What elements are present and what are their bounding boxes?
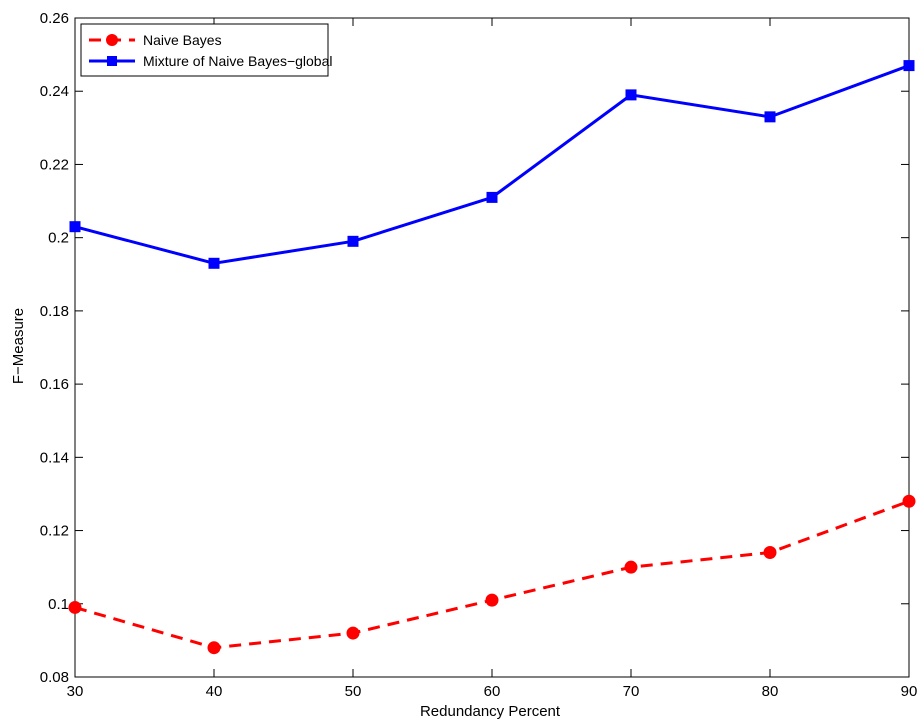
data-point	[208, 257, 220, 269]
y-tick-label: 0.22	[40, 156, 69, 173]
y-axis-label: F−Measure	[10, 308, 27, 384]
x-axis-label: Redundancy Percent	[420, 703, 561, 720]
y-tick-label: 0.1	[48, 596, 69, 613]
data-point	[485, 593, 499, 607]
legend: Naive Bayes Mixture of Naive Bayes−global	[80, 23, 333, 77]
plot-area: 30 40 50 60 70 80 90 0.08 0.1 0.12 0.14 0.16 0.18 0.2…	[40, 10, 918, 700]
data-point	[764, 111, 776, 123]
series-layer	[68, 60, 916, 655]
plot-frame	[74, 17, 910, 678]
x-tick-label: 70	[623, 683, 640, 700]
y-tick-label: 0.24	[40, 83, 69, 100]
data-point	[624, 560, 638, 574]
data-point	[763, 546, 777, 560]
legend-label: Naive Bayes	[143, 32, 222, 48]
x-tick-label: 60	[484, 683, 501, 700]
x-tick-label: 30	[67, 683, 84, 700]
series-1	[68, 494, 916, 655]
legend-marker	[106, 34, 118, 46]
y-tick-label: 0.12	[40, 523, 69, 540]
data-point	[903, 60, 915, 72]
x-tick-label: 50	[345, 683, 362, 700]
y-tick-label: 0.08	[40, 669, 69, 686]
data-point	[346, 626, 360, 640]
legend-marker	[107, 56, 117, 66]
data-point	[347, 235, 359, 247]
data-point	[69, 221, 81, 233]
y-tick-label: 0.2	[48, 230, 69, 247]
data-point	[902, 494, 916, 508]
legend-box	[80, 23, 329, 77]
data-point	[486, 191, 498, 203]
y-tick-label: 0.14	[40, 449, 69, 466]
x-tick-label: 90	[901, 683, 918, 700]
x-tick-label: 80	[762, 683, 779, 700]
y-tick-label: 0.26	[40, 10, 69, 27]
x-tick-label: 40	[206, 683, 223, 700]
legend-item: Naive Bayes	[89, 32, 222, 48]
data-point	[68, 600, 82, 614]
series-2	[69, 60, 915, 269]
legend-label: Mixture of Naive Bayes−global	[143, 53, 333, 69]
y-tick-label: 0.18	[40, 303, 69, 320]
data-point	[207, 641, 221, 655]
y-tick-label: 0.16	[40, 376, 69, 393]
legend-item: Mixture of Naive Bayes−global	[89, 53, 333, 69]
data-point	[625, 89, 637, 101]
